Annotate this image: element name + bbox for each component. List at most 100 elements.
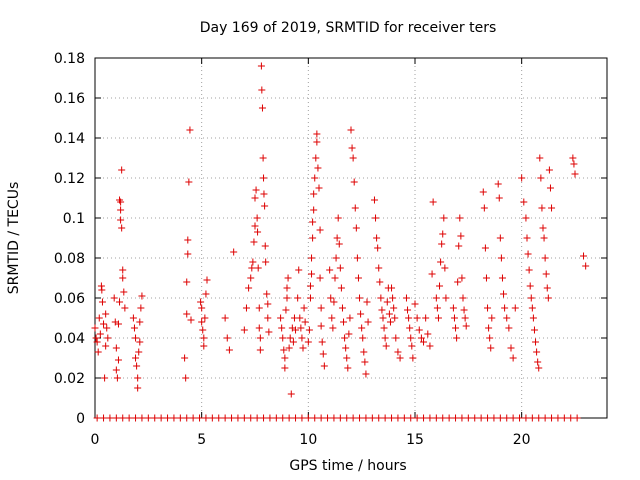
data-point <box>306 282 314 290</box>
data-point <box>520 198 528 206</box>
data-point <box>304 338 312 346</box>
data-point <box>250 238 258 246</box>
data-point <box>391 314 399 322</box>
data-point <box>434 314 442 322</box>
data-point <box>518 174 526 182</box>
zero-data-point <box>266 414 274 422</box>
data-point <box>112 344 120 352</box>
zero-data-point <box>407 414 415 422</box>
data-point <box>408 342 416 350</box>
data-point <box>441 264 449 272</box>
zero-data-point <box>548 414 556 422</box>
x-tick-label: 5 <box>197 432 206 448</box>
data-point <box>523 234 531 242</box>
zero-data-point <box>151 414 159 422</box>
data-point <box>326 266 334 274</box>
zero-data-point <box>157 414 165 422</box>
zero-data-point <box>509 414 517 422</box>
data-point <box>358 324 366 332</box>
data-point <box>354 274 362 282</box>
data-point <box>118 166 126 174</box>
data-point <box>388 284 396 292</box>
data-point <box>503 314 511 322</box>
zero-data-point <box>221 414 229 422</box>
data-point <box>265 328 273 336</box>
zero-data-point <box>528 414 536 422</box>
data-point <box>186 126 194 134</box>
data-point <box>582 262 590 270</box>
data-point <box>449 304 457 312</box>
zero-data-point <box>272 414 280 422</box>
data-point <box>386 318 394 326</box>
zero-data-point <box>292 414 300 422</box>
data-point <box>182 374 190 382</box>
data-point <box>262 258 270 266</box>
zero-data-point <box>445 414 453 422</box>
data-point <box>533 348 541 356</box>
data-point <box>134 374 142 382</box>
zero-data-point <box>125 414 133 422</box>
data-point <box>433 304 441 312</box>
zero-data-point <box>554 414 562 422</box>
data-point <box>437 258 445 266</box>
zero-data-point <box>106 414 114 422</box>
data-point <box>429 198 437 206</box>
data-point <box>198 304 206 312</box>
data-point <box>285 344 293 352</box>
data-point <box>439 230 447 238</box>
x-tick-label: 10 <box>299 432 317 448</box>
data-point <box>343 354 351 362</box>
data-point <box>407 334 415 342</box>
data-point <box>310 190 318 198</box>
data-point <box>420 338 428 346</box>
data-point <box>522 214 530 222</box>
data-point <box>110 294 118 302</box>
data-point <box>481 244 489 252</box>
zero-data-point <box>432 414 440 422</box>
data-point <box>264 300 272 308</box>
data-point <box>496 234 504 242</box>
zero-data-point <box>183 414 191 422</box>
data-point <box>92 334 100 342</box>
zero-data-point <box>260 414 268 422</box>
zero-data-point <box>196 414 204 422</box>
data-point <box>424 330 432 338</box>
data-point <box>396 354 404 362</box>
data-point <box>542 270 550 278</box>
y-tick-label: 0.16 <box>54 91 85 107</box>
data-point <box>95 314 103 322</box>
data-point <box>309 218 317 226</box>
zero-data-point <box>368 414 376 422</box>
data-point <box>488 314 496 322</box>
data-point <box>361 358 369 366</box>
zero-data-point <box>324 414 332 422</box>
zero-data-point <box>100 414 108 422</box>
data-point <box>294 294 302 302</box>
data-point <box>527 294 535 302</box>
data-point <box>342 344 350 352</box>
data-point <box>223 334 231 342</box>
data-point <box>494 180 502 188</box>
data-point <box>375 264 383 272</box>
data-point <box>132 354 140 362</box>
data-point <box>505 324 513 332</box>
zero-data-point <box>471 414 479 422</box>
zero-data-point <box>215 414 223 422</box>
data-point <box>524 250 532 258</box>
data-point <box>536 154 544 162</box>
zero-data-point <box>400 414 408 422</box>
y-axis-label: SRMTID / TECUs <box>6 182 22 295</box>
y-tick-label: 0.14 <box>54 131 85 147</box>
data-point <box>411 300 419 308</box>
data-point <box>409 354 417 362</box>
data-point <box>347 126 355 134</box>
data-point <box>297 324 305 332</box>
zero-data-point <box>304 414 312 422</box>
y-tick-label: 0.02 <box>54 371 85 387</box>
data-point <box>261 242 269 250</box>
data-point <box>313 138 321 146</box>
data-point <box>320 362 328 370</box>
zero-data-point <box>189 414 197 422</box>
data-point <box>289 338 297 346</box>
data-point <box>382 342 390 350</box>
